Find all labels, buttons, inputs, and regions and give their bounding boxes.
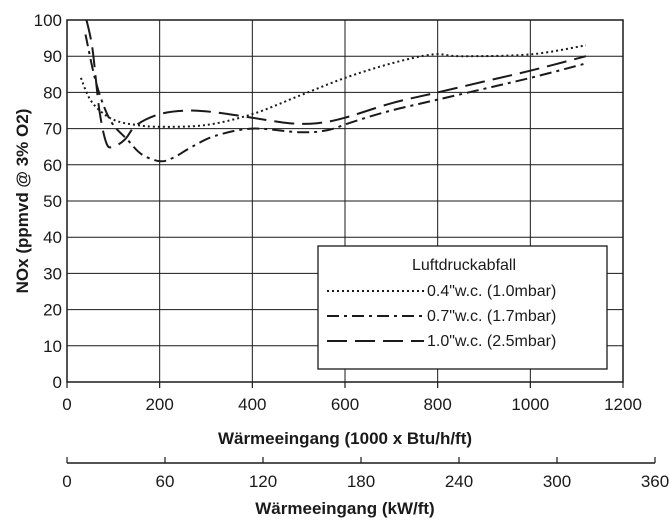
legend-title: Luftdruckabfall	[412, 257, 516, 274]
secondary-x-tick-label: 0	[62, 472, 71, 491]
series-line-2	[84, 34, 587, 163]
x-tick-label: 1200	[604, 395, 642, 414]
y-tick-label: 50	[43, 192, 62, 211]
y-tick-label: 100	[34, 11, 62, 30]
series-line-1	[79, 44, 587, 128]
y-axis-ticks: 0 10 20 30 40 50 60 70 80 90 100	[34, 11, 62, 392]
secondary-x-tick-label: 60	[156, 472, 175, 491]
legend-box	[317, 245, 608, 370]
legend-label-2: 0.7"w.c. (1.7mbar)	[427, 308, 556, 325]
y-tick-label: 90	[43, 47, 62, 66]
secondary-x-axis-title: Wärmeeingang (kW/ft)	[255, 499, 434, 518]
series-line-3	[85, 19, 587, 149]
y-tick-label: 10	[43, 337, 62, 356]
y-tick-label: 70	[43, 120, 62, 139]
y-tick-label: 0	[53, 373, 62, 392]
x-tick-label: 400	[238, 395, 266, 414]
y-tick-label: 60	[43, 156, 62, 175]
series-lines	[79, 19, 587, 163]
x-tick-label: 600	[331, 395, 359, 414]
y-axis-title: NOx (ppmvd @ 3% O2)	[13, 109, 32, 294]
x-tick-label: 0	[62, 395, 71, 414]
legend-items: 0.4"w.c. (1.0mbar) 0.7"w.c. (1.7mbar) 1.0"…	[327, 283, 556, 350]
y-tick-label: 20	[43, 301, 62, 320]
legend-label-3: 1.0"w.c. (2.5mbar)	[427, 333, 556, 350]
secondary-x-tick-label: 180	[347, 472, 375, 491]
x-axis-ticks: 0 200 400 600 800 1000 1200	[62, 382, 642, 414]
y-tick-label: 40	[43, 228, 62, 247]
x-tick-label: 800	[423, 395, 451, 414]
legend-label-1: 0.4"w.c. (1.0mbar)	[427, 283, 556, 300]
secondary-x-tick-label: 240	[445, 472, 473, 491]
legend: Luftdruckabfall 0.4"w.c. (1.0mbar) 0.7"w.…	[317, 245, 608, 370]
y-tick-label: 80	[43, 83, 62, 102]
y-tick-label: 30	[43, 264, 62, 283]
x-tick-label: 200	[145, 395, 173, 414]
secondary-x-tick-label: 300	[543, 472, 571, 491]
secondary-x-tick-label: 360	[641, 472, 669, 491]
x-axis-title: Wärmeeingang (1000 x Btu/h/ft)	[218, 429, 472, 448]
secondary-x-axis-ticks: 0 60 120 180 240 300 360	[62, 457, 669, 491]
x-tick-label: 1000	[511, 395, 549, 414]
secondary-x-tick-label: 120	[249, 472, 277, 491]
